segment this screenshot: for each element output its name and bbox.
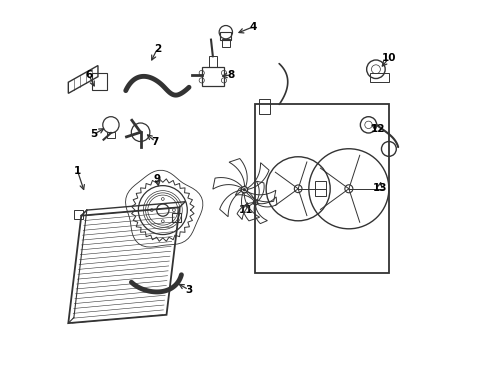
Text: 13: 13 xyxy=(372,183,386,193)
Text: 2: 2 xyxy=(153,44,161,54)
Text: 11: 11 xyxy=(239,205,253,215)
Bar xyxy=(222,39,229,47)
Circle shape xyxy=(254,202,256,203)
Text: 8: 8 xyxy=(227,70,235,80)
Bar xyxy=(315,182,325,196)
Text: 12: 12 xyxy=(370,124,384,134)
Bar xyxy=(107,132,114,138)
Bar xyxy=(172,213,181,222)
Text: 4: 4 xyxy=(249,22,257,32)
Bar xyxy=(74,210,83,219)
Bar xyxy=(370,73,388,82)
Bar xyxy=(201,67,224,86)
Text: 6: 6 xyxy=(85,70,92,80)
Text: 9: 9 xyxy=(153,174,161,184)
Bar xyxy=(220,32,231,39)
Text: 5: 5 xyxy=(91,129,98,139)
Text: 7: 7 xyxy=(151,137,159,147)
Bar xyxy=(258,99,270,114)
Bar xyxy=(92,73,107,90)
Bar xyxy=(255,105,388,273)
Circle shape xyxy=(242,189,245,191)
Text: 1: 1 xyxy=(74,166,81,176)
Text: 3: 3 xyxy=(185,285,192,295)
Bar xyxy=(209,56,216,67)
Text: 10: 10 xyxy=(381,53,395,63)
